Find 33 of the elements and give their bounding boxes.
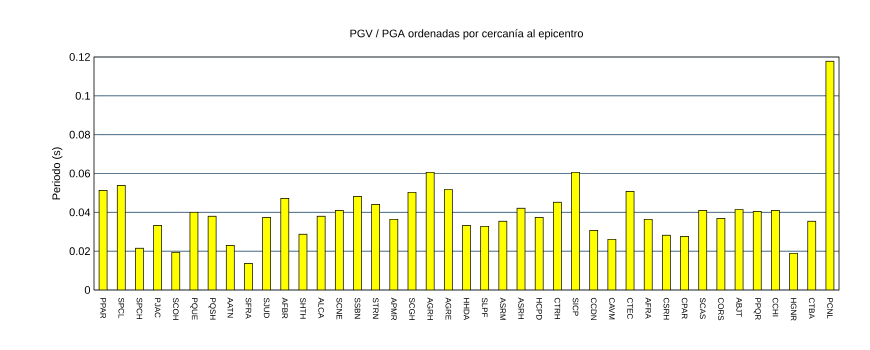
bar [171,252,180,290]
y-tick-label: 0.12 [70,53,90,61]
bar [752,211,762,290]
y-tick-label: 0.1 [76,92,90,100]
bar [662,234,671,290]
y-tick-label: 0.02 [70,247,90,256]
bar [226,244,235,290]
y-axis-title: Periodo (s) [52,147,62,200]
bar [426,172,435,290]
bar [334,210,344,290]
bar [262,217,271,290]
bar [644,218,653,290]
y-tick-label: 0.08 [70,130,90,139]
bar [608,238,616,290]
bar [116,184,126,290]
bar [589,230,598,290]
bar [389,218,398,290]
bar [553,202,562,290]
y-tick-label: 0.04 [70,208,90,216]
bar [371,204,380,290]
bar [153,224,162,290]
bar [280,198,290,290]
bar [498,220,508,290]
bar [534,217,544,290]
bar [316,216,326,290]
y-tick-label: 0.06 [70,170,90,178]
bar [807,220,816,290]
y-tick-label: 0 [84,286,90,294]
chart-title: PGV / PGA ordenadas por cercanía al epicentro [350,29,583,40]
bar [698,210,708,290]
bar [208,216,216,290]
bar [444,189,453,290]
bar [480,226,490,290]
